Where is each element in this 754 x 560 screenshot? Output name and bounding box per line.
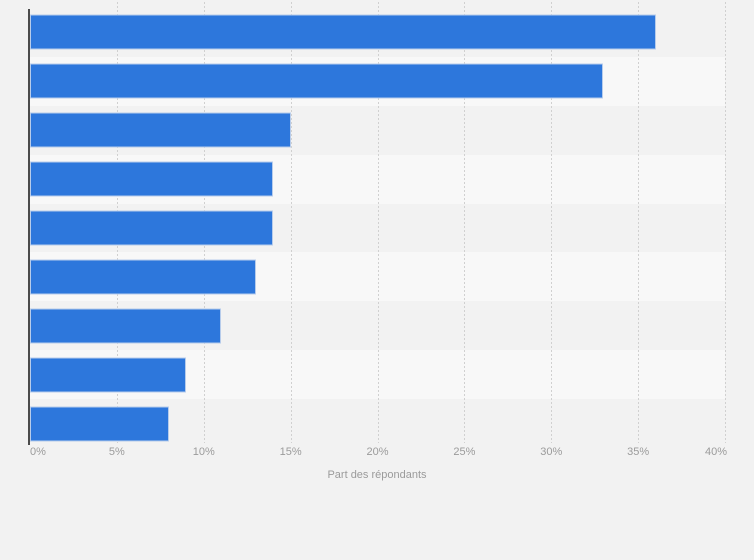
bar — [30, 112, 291, 148]
bar — [30, 210, 274, 246]
gridline — [638, 2, 640, 443]
x-axis-title: Part des répondants — [327, 469, 427, 481]
x-tick-label: 0% — [30, 446, 46, 458]
gridline — [551, 2, 553, 443]
gridline — [290, 2, 292, 443]
x-tick-label: 25% — [453, 446, 476, 458]
gridline — [464, 2, 466, 443]
bar — [30, 357, 187, 393]
x-tick-label: 5% — [108, 446, 125, 458]
x-tick-label: 35% — [627, 446, 650, 458]
x-tick-label: 30% — [540, 446, 563, 458]
gridline — [725, 2, 726, 443]
bar — [30, 259, 256, 295]
gridline — [377, 2, 379, 443]
x-tick-label: 15% — [279, 446, 302, 458]
chart-row — [30, 56, 725, 106]
plot-area — [28, 2, 726, 449]
x-tick-label: 20% — [366, 446, 389, 458]
bar — [30, 161, 274, 197]
bar — [30, 63, 604, 99]
x-tick-label: 10% — [192, 446, 215, 458]
bar — [30, 406, 169, 442]
bar — [30, 308, 222, 344]
chart-row — [30, 8, 725, 57]
x-tick-label: 40% — [704, 446, 727, 458]
bar — [30, 14, 656, 50]
y-axis-line — [28, 9, 30, 445]
